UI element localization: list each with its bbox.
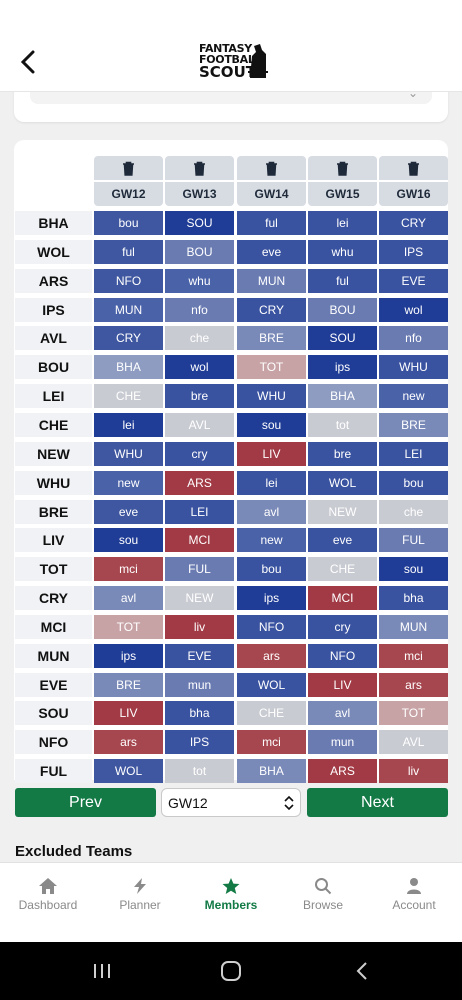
trash-icon: [123, 161, 134, 176]
trash-icon: [337, 161, 348, 176]
tab-account[interactable]: Account: [368, 863, 460, 923]
remove-gameweek-button[interactable]: [379, 156, 448, 180]
tab-label: Planner: [119, 898, 161, 912]
gameweek-select[interactable]: GW12: [161, 788, 301, 817]
recent-apps-icon: [94, 964, 110, 978]
back-button[interactable]: [14, 48, 42, 76]
tab-browse[interactable]: Browse: [277, 863, 369, 923]
team-select[interactable]: ⌄: [30, 92, 432, 104]
tab-label: Browse: [302, 898, 343, 912]
logo-line-2: FOOTBALL: [199, 53, 262, 66]
home-button[interactable]: [217, 958, 245, 984]
tab-label: Account: [392, 898, 436, 912]
next-button[interactable]: Next: [307, 788, 448, 817]
back-chevron-icon: [356, 962, 367, 980]
tab-bar: Dashboard Planner Members Browse Account: [0, 862, 462, 942]
star-icon: [222, 878, 240, 894]
remove-gameweek-button[interactable]: [94, 156, 163, 180]
prev-button[interactable]: Prev: [15, 788, 156, 817]
app-header: FANTASY FOOTBALL SCOUT: [0, 32, 462, 92]
excluded-teams-title: Excluded Teams: [15, 843, 133, 860]
logo-figure-icon: [248, 43, 268, 78]
gameweek-select-value: GW12: [168, 794, 208, 811]
trash-icon: [194, 161, 205, 176]
content-area: ⌄: [0, 92, 462, 862]
tab-label: Dashboard: [18, 898, 78, 912]
fantasy-football-scout-logo: FANTASY FOOTBALL SCOUT: [186, 38, 276, 86]
system-back-button[interactable]: [348, 958, 376, 984]
logo-line-1: FANTASY: [199, 42, 252, 55]
search-icon: [315, 878, 332, 895]
up-down-chevron-icon: [284, 795, 294, 811]
tab-label: Members: [204, 898, 258, 912]
android-nav-bar: [0, 942, 462, 1000]
chevron-down-icon: ⌄: [407, 92, 418, 100]
tab-dashboard[interactable]: Dashboard: [2, 863, 94, 923]
person-icon: [407, 878, 421, 894]
remove-gameweek-button[interactable]: [237, 156, 306, 180]
chevron-left-icon: [20, 50, 35, 74]
pager: Prev GW12 Next: [0, 788, 462, 818]
tab-members[interactable]: Members: [185, 863, 277, 923]
remove-gameweek-button[interactable]: [165, 156, 234, 180]
home-icon: [39, 878, 57, 894]
trash-icon: [408, 161, 419, 176]
trash-icon: [266, 161, 277, 176]
home-circle-icon: [221, 961, 241, 981]
status-bar: [0, 0, 462, 32]
team-select-card: ⌄: [14, 92, 448, 122]
lightning-icon: [134, 878, 146, 894]
tab-planner[interactable]: Planner: [94, 863, 186, 923]
logo-line-3: SCOUT: [199, 63, 256, 81]
remove-gameweek-button[interactable]: [308, 156, 377, 180]
recent-apps-button[interactable]: [88, 958, 116, 984]
